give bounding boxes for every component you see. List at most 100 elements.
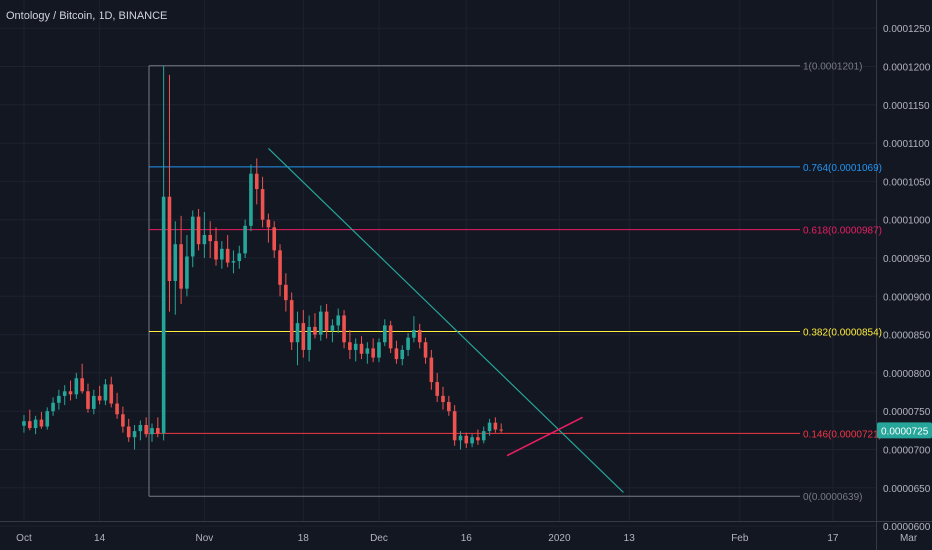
candle-body[interactable]	[97, 395, 102, 401]
candle-body[interactable]	[249, 173, 253, 226]
candle-body[interactable]	[179, 244, 183, 289]
candle-body[interactable]	[464, 435, 469, 444]
candle-body[interactable]	[388, 325, 393, 349]
time-tick-label: Nov	[195, 533, 213, 544]
candle-body[interactable]	[80, 378, 84, 392]
candle-body[interactable]	[167, 196, 172, 281]
trendline[interactable]	[506, 416, 584, 457]
candle-body[interactable]	[324, 311, 329, 331]
candle-body[interactable]	[400, 349, 405, 360]
candle-body[interactable]	[237, 253, 242, 262]
candle-body[interactable]	[86, 391, 90, 409]
candle-body[interactable]	[476, 437, 480, 441]
candle-body[interactable]	[458, 435, 463, 441]
candle-body[interactable]	[103, 384, 108, 401]
price-tick-label: 0.0001000	[883, 216, 931, 227]
candle-body[interactable]	[394, 348, 399, 360]
price-tick-label: 0.0000850	[883, 331, 931, 342]
candle-body[interactable]	[307, 326, 311, 350]
candle-body[interactable]	[214, 241, 218, 260]
candle-body[interactable]	[161, 196, 166, 434]
candle-body[interactable]	[121, 414, 125, 427]
candle-body[interactable]	[348, 342, 352, 350]
candle-body[interactable]	[493, 422, 498, 430]
candle-body[interactable]	[92, 395, 96, 409]
candle-body[interactable]	[144, 424, 148, 435]
candle-body[interactable]	[220, 248, 224, 260]
candle-body[interactable]	[452, 411, 457, 441]
candle-body[interactable]	[27, 421, 32, 429]
candle-body[interactable]	[383, 325, 387, 343]
candle-body[interactable]	[254, 173, 259, 190]
candle-body[interactable]	[313, 326, 317, 335]
candle-body[interactable]	[441, 395, 445, 403]
candle-body[interactable]	[272, 227, 277, 251]
trendline[interactable]	[267, 148, 624, 493]
candle-body[interactable]	[260, 189, 265, 220]
candle-body[interactable]	[109, 384, 114, 404]
candle-body[interactable]	[284, 284, 288, 301]
candle-body[interactable]	[22, 421, 26, 426]
price-tick-label: 0.0001050	[883, 177, 931, 188]
candle-body[interactable]	[318, 311, 323, 335]
time-tick-label: 18	[298, 533, 310, 544]
price-tick-label: 0.0000700	[883, 446, 931, 457]
price-tick-label: 0.0000750	[883, 407, 931, 418]
candle-body[interactable]	[231, 261, 236, 263]
candle-body[interactable]	[45, 411, 50, 427]
candle-body[interactable]	[185, 256, 189, 289]
candle-body[interactable]	[295, 323, 300, 343]
candle-body[interactable]	[371, 348, 375, 358]
candle-body[interactable]	[208, 235, 212, 242]
candle-body[interactable]	[202, 235, 207, 245]
candle-body[interactable]	[487, 422, 492, 432]
candle-body[interactable]	[132, 431, 137, 438]
candle-body[interactable]	[156, 428, 160, 434]
candle-body[interactable]	[126, 426, 131, 438]
candle-body[interactable]	[39, 419, 44, 427]
candle-body[interactable]	[150, 428, 154, 435]
candle-body[interactable]	[435, 382, 439, 396]
candle-body[interactable]	[365, 348, 370, 354]
candle-body[interactable]	[417, 330, 422, 343]
fib-level-label: 0.382(0.0000854)	[803, 328, 882, 339]
candle-body[interactable]	[173, 244, 178, 281]
candle-body[interactable]	[481, 431, 486, 441]
candle-body[interactable]	[62, 391, 67, 396]
candle-body[interactable]	[266, 219, 271, 228]
candle-body[interactable]	[33, 419, 38, 429]
candle-body[interactable]	[470, 437, 474, 444]
candle-body[interactable]	[278, 250, 282, 285]
time-tick-label: Oct	[16, 533, 32, 544]
current-price-label: 0.0000725	[881, 426, 929, 437]
candle-body[interactable]	[406, 337, 410, 350]
candle-body[interactable]	[330, 325, 335, 331]
candle-body[interactable]	[423, 342, 428, 358]
candle-body[interactable]	[499, 429, 503, 431]
candle-body[interactable]	[301, 323, 306, 350]
time-tick-label: 2020	[548, 533, 571, 544]
candle-body[interactable]	[138, 424, 143, 432]
candle-body[interactable]	[412, 330, 416, 338]
fib-level-label: 0.146(0.0000721)	[803, 429, 882, 440]
candle-body[interactable]	[115, 403, 119, 415]
candle-body[interactable]	[68, 391, 73, 395]
candle-body[interactable]	[225, 248, 230, 263]
candle-body[interactable]	[336, 315, 341, 326]
candle-body[interactable]	[57, 395, 61, 403]
candle-body[interactable]	[447, 402, 451, 412]
time-tick-label: 13	[624, 533, 636, 544]
candle-body[interactable]	[377, 342, 381, 358]
candle-body[interactable]	[342, 315, 346, 343]
candle-body[interactable]	[74, 378, 79, 395]
candle-body[interactable]	[190, 216, 195, 257]
candle-body[interactable]	[359, 343, 364, 354]
candle-body[interactable]	[196, 216, 201, 245]
candle-body[interactable]	[429, 357, 434, 383]
candle-body[interactable]	[353, 343, 358, 350]
candle-body[interactable]	[243, 225, 247, 254]
candle-body[interactable]	[289, 300, 294, 343]
price-tick-label: 0.0000650	[883, 484, 931, 495]
candle-body[interactable]	[51, 402, 55, 412]
